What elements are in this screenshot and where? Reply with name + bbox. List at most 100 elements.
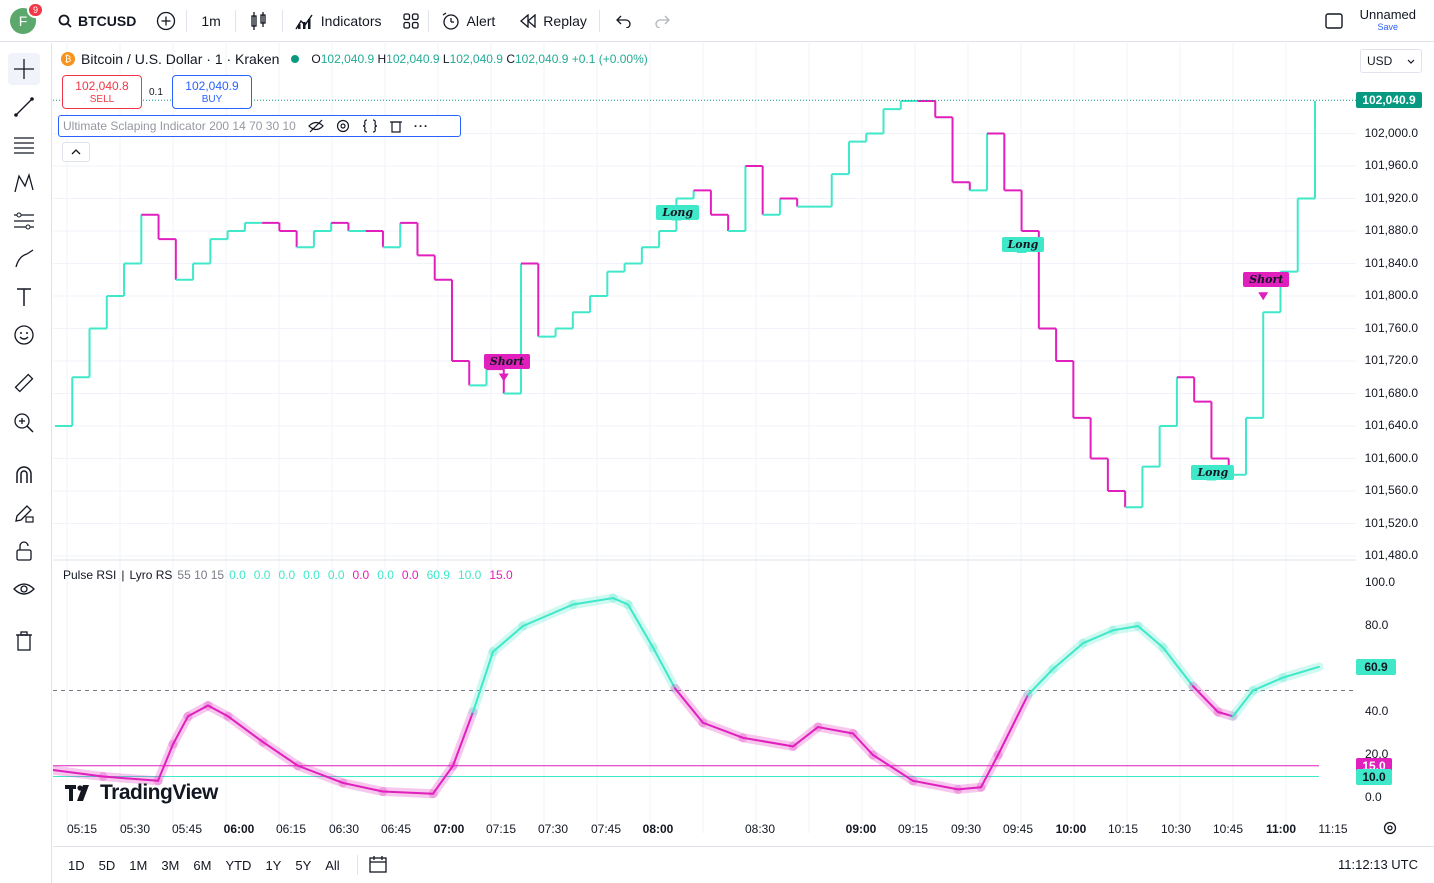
range-button-all[interactable]: All — [325, 857, 340, 873]
chart-area[interactable]: ₿ Bitcoin / U.S. Dollar · 1 · Kraken O10… — [53, 43, 1434, 843]
range-button-5d[interactable]: 5D — [98, 857, 116, 873]
symbol-label: BTCUSD — [78, 12, 137, 29]
rsi-line-segment — [522, 603, 574, 627]
price-tick-label: 101,720.0 — [1364, 353, 1418, 367]
interval-button[interactable]: 1m — [187, 0, 234, 42]
rsi-line-segment — [1162, 646, 1194, 688]
time-tick-label: 09:15 — [897, 822, 929, 836]
more-icon[interactable]: ··· — [413, 119, 429, 133]
redo-button[interactable] — [646, 0, 680, 42]
rewind-icon — [520, 13, 536, 28]
settings-icon[interactable] — [336, 119, 350, 133]
low-label: L — [442, 52, 450, 66]
rsi-values: 0.0 0.0 0.0 0.0 0.0 0.0 0.0 0.0 60.9 10.0 15.0 — [229, 568, 513, 582]
delete-icon[interactable] — [389, 119, 402, 133]
measure-tool[interactable] — [8, 367, 40, 399]
symbol-title[interactable]: Bitcoin / U.S. Dollar · 1 · Kraken — [81, 51, 280, 67]
layout-button[interactable]: Unnamed Save — [1314, 0, 1434, 42]
rsi-sep: | — [121, 568, 125, 582]
bitcoin-icon: ₿ — [61, 52, 75, 66]
buy-button[interactable]: 102,040.9 BUY — [172, 75, 252, 109]
price-scale[interactable]: USD 102,000.0 101,960.0 101,920.0 101,880.0… — [1356, 43, 1434, 843]
divider — [598, 9, 600, 32]
time-tick-label: 10:15 — [1107, 822, 1139, 836]
range-button-3m[interactable]: 3M — [161, 857, 180, 873]
add-circle-icon — [157, 11, 176, 30]
range-button-1y[interactable]: 1Y — [265, 857, 282, 873]
magnet-tool[interactable] — [8, 459, 40, 491]
rsi-line-segment — [1082, 629, 1114, 645]
axis-settings-button[interactable] — [1382, 820, 1398, 841]
divider — [427, 9, 429, 32]
ohlc-values: O102,040.9 H102,040.9 L102,040.9 C102,04… — [311, 52, 647, 66]
emoji-tool[interactable] — [8, 319, 40, 351]
indicators-button[interactable]: Indicators — [283, 0, 394, 42]
rsi-value: 0.0 — [401, 568, 419, 582]
compare-symbol-button[interactable] — [146, 0, 186, 42]
magnet-icon — [16, 466, 32, 483]
time-tick-label: 05:45 — [171, 822, 203, 836]
templates-button[interactable] — [394, 0, 428, 42]
range-button-1d[interactable]: 1D — [68, 857, 85, 873]
indicator-name: Ultimate Sclaping Indicator 200 14 70 30… — [63, 119, 296, 133]
bottom-toolbar: 1D 5D 1M 3M 6M YTD 1Y 5Y All 11:12:13 UTC — [53, 846, 1434, 883]
price-tick-label: 101,840.0 — [1364, 255, 1418, 270]
rsi-value: 15.0 — [489, 568, 513, 582]
source-code-icon[interactable] — [362, 119, 378, 133]
hide-eye-icon[interactable] — [307, 119, 324, 133]
replay-button[interactable]: Replay — [507, 0, 599, 42]
signal-label-long: Long — [1191, 464, 1235, 480]
time-tick-label: 09:30 — [950, 822, 982, 836]
range-button-ytd[interactable]: YTD — [225, 857, 252, 873]
range-button-1m[interactable]: 1M — [129, 857, 148, 873]
replay-label: Replay — [543, 12, 587, 29]
rsi-value: 0.0 — [278, 568, 296, 582]
fib-lines-icon — [14, 137, 34, 154]
undo-button[interactable] — [600, 0, 646, 42]
rsi-line-segment — [1137, 625, 1164, 649]
time-axis[interactable]: 05:15 05:30 05:45 06:00 06:15 06:30 06:45 07:00… — [53, 815, 1353, 843]
chevron-up-icon — [71, 149, 81, 155]
remove-drawings-tool[interactable] — [8, 625, 40, 657]
rsi-line-segment — [742, 736, 794, 748]
hide-drawings-tool[interactable] — [8, 573, 40, 605]
rsi-line-segment — [342, 781, 384, 793]
price-chart[interactable] — [53, 43, 1356, 843]
rsi-line-segment — [157, 743, 174, 782]
spread-value: 0.1 — [149, 87, 163, 98]
user-avatar[interactable]: F 9 — [10, 1, 44, 34]
alert-button[interactable]: Alert — [429, 0, 508, 42]
lock-drawing-tool[interactable] — [8, 497, 40, 529]
range-button-6m[interactable]: 6M — [193, 857, 212, 873]
divider — [186, 9, 188, 32]
zoom-tool[interactable] — [8, 407, 40, 439]
goto-date-button[interactable] — [368, 855, 388, 876]
text-tool[interactable] — [8, 281, 40, 313]
price-tick-label: 101,680.0 — [1364, 385, 1418, 400]
rsi-line-segment — [852, 732, 874, 756]
grid-icon — [402, 12, 419, 29]
brand-name: TradingView — [100, 781, 218, 804]
pattern-tool[interactable] — [8, 167, 40, 199]
time-tick-label: 06:30 — [328, 822, 360, 836]
chart-type-button[interactable] — [236, 0, 282, 42]
utc-clock[interactable]: 11:12:13 UTC — [1338, 857, 1418, 872]
forecast-tool[interactable] — [8, 205, 40, 237]
brush-tool[interactable] — [8, 243, 40, 275]
indicator-legend[interactable]: Ultimate Sclaping Indicator 200 14 70 30… — [58, 115, 461, 137]
trend-line-tool[interactable] — [8, 91, 40, 123]
symbol-search-button[interactable]: BTCUSD — [44, 0, 146, 42]
rsi-tick-label: 0.0 — [1365, 790, 1382, 804]
search-icon — [58, 14, 72, 28]
currency-select[interactable]: USD — [1360, 49, 1422, 73]
lock-all-tool[interactable] — [8, 535, 40, 567]
fib-tool[interactable] — [8, 129, 40, 161]
rsi-line-segment — [652, 646, 676, 690]
price-tick-label: 101,520.0 — [1364, 515, 1418, 530]
sell-button[interactable]: 102,040.8 SELL — [62, 75, 142, 109]
crosshair-tool[interactable] — [8, 53, 40, 85]
sell-label: SELL — [89, 94, 115, 105]
rsi-line-segment — [1027, 668, 1054, 696]
collapse-legend-button[interactable] — [62, 142, 90, 162]
range-button-5y[interactable]: 5Y — [295, 857, 312, 873]
